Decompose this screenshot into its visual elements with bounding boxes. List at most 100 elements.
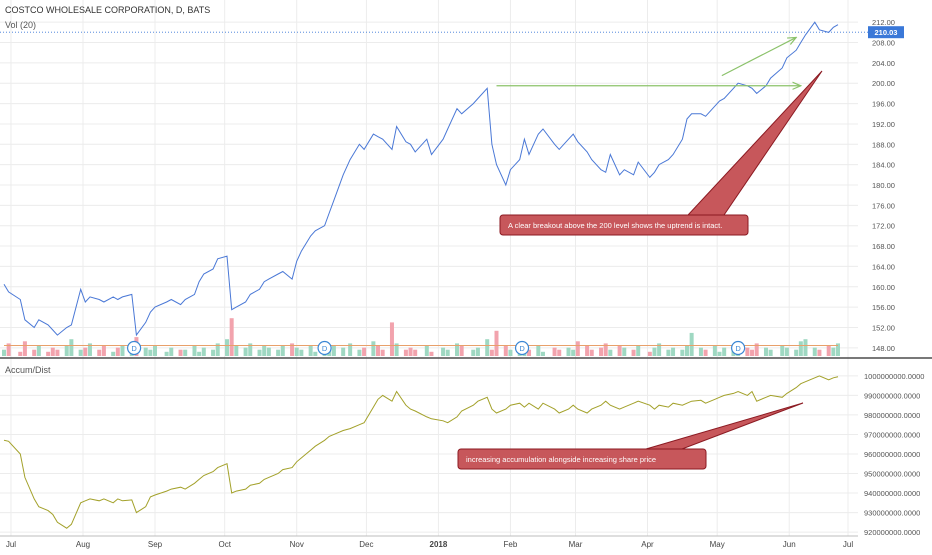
- price-line: [3, 21, 839, 337]
- dividend-marker[interactable]: D: [731, 340, 746, 356]
- volume-bar: [148, 349, 153, 356]
- volume-bar: [115, 347, 120, 356]
- volume-bar: [698, 347, 703, 356]
- price-axis-tick-label: 160.00: [872, 283, 895, 292]
- time-axis-tick-label: Jun: [783, 540, 796, 549]
- volume-bar: [603, 343, 608, 356]
- ad-axis-tick-label: 940000000.0000: [864, 489, 920, 498]
- price-callout-text: A clear breakout above the 200 level sho…: [508, 221, 722, 230]
- dividend-marker[interactable]: D: [317, 340, 332, 356]
- dividend-marker[interactable]: D: [514, 340, 530, 356]
- indicator-label: Accum/Dist: [5, 365, 51, 375]
- volume-bar: [671, 347, 676, 356]
- volume-bar: [508, 349, 513, 356]
- volume-bar: [201, 347, 206, 356]
- volume-bar: [689, 332, 694, 356]
- volume-bar: [455, 343, 460, 356]
- volume-bar: [243, 347, 248, 356]
- volume-bar: [78, 349, 83, 356]
- volume-bar: [503, 345, 508, 356]
- volume-bar: [69, 339, 74, 356]
- volume-bar: [826, 345, 831, 356]
- volume-bar: [215, 343, 220, 356]
- volume-bar: [754, 343, 759, 356]
- price-axis-tick-label: 196.00: [872, 100, 895, 109]
- volume-bar: [83, 347, 88, 356]
- volume-bar: [803, 339, 808, 356]
- ad-callout[interactable]: increasing accumulation alongside increa…: [457, 402, 804, 470]
- volume-bar: [413, 349, 418, 356]
- volume-bar: [445, 349, 450, 356]
- dividend-marker-label: D: [519, 344, 525, 353]
- volume-bar: [589, 349, 594, 356]
- price-axis-tick-label: 192.00: [872, 120, 895, 129]
- volume-bar: [794, 349, 799, 356]
- volume-bar: [389, 322, 394, 356]
- volume-bar: [403, 349, 408, 356]
- time-axis-tick-label: Jul: [6, 540, 16, 549]
- ad-axis-tick-label: 960000000.0000: [864, 450, 920, 459]
- volume-bar: [459, 345, 464, 356]
- volume-bar: [22, 341, 27, 356]
- volume-bar: [647, 351, 652, 356]
- annotation-arrow: [721, 37, 796, 77]
- volume-bar: [657, 343, 662, 356]
- ad-axis-tick-label: 930000000.0000: [864, 509, 920, 518]
- volume-bar: [489, 349, 494, 356]
- dividend-marker-label: D: [735, 344, 741, 353]
- volume-bar: [153, 345, 158, 356]
- dividend-marker[interactable]: D: [126, 340, 142, 356]
- volume-bar: [608, 349, 613, 356]
- time-axis-tick-label: Apr: [641, 540, 654, 549]
- volume-bar: [290, 343, 295, 356]
- volume-bar: [666, 349, 671, 356]
- volume-bar: [566, 347, 571, 356]
- ad-axis-tick-label: 990000000.0000: [864, 391, 920, 400]
- volume-bar: [380, 349, 385, 356]
- volume-bar: [750, 349, 755, 356]
- volume-bar: [371, 341, 376, 356]
- price-axis-tick-label: 212.00: [872, 18, 895, 27]
- volume-bar: [225, 339, 230, 356]
- price-axis-tick-label: 184.00: [872, 161, 895, 170]
- volume-label: Vol (20): [5, 20, 36, 30]
- volume-bar: [712, 345, 717, 356]
- last-price-label: 210.03: [875, 28, 898, 37]
- volume-bar: [376, 345, 381, 356]
- volume-bar: [408, 347, 413, 356]
- time-axis-tick-label: Jul: [843, 540, 853, 549]
- volume-bar: [557, 349, 562, 356]
- volume-bar: [585, 345, 590, 356]
- volume-bar: [266, 347, 271, 356]
- price-callout[interactable]: A clear breakout above the 200 level sho…: [499, 70, 823, 236]
- volume-bar: [745, 347, 750, 356]
- volume-bar: [717, 351, 722, 356]
- time-axis-tick-label: May: [710, 540, 725, 549]
- volume-bar: [32, 349, 37, 356]
- volume-bar: [599, 347, 604, 356]
- volume-bar: [101, 345, 106, 356]
- volume-bar: [763, 347, 768, 356]
- volume-bar: [362, 347, 367, 356]
- volume-bar: [6, 343, 11, 356]
- volume-bar: [394, 343, 399, 356]
- time-axis-tick-label: Dec: [359, 540, 373, 549]
- volume-bar: [257, 349, 262, 356]
- price-axis-tick-label: 148.00: [872, 344, 895, 353]
- price-axis-tick-label: 200.00: [872, 79, 895, 88]
- volume-bar: [836, 343, 840, 356]
- volume-bar: [183, 349, 188, 356]
- ad-axis-tick-label: 920000000.0000: [864, 528, 920, 537]
- time-axis-tick-label: Feb: [504, 540, 518, 549]
- volume-bar: [197, 351, 202, 356]
- volume-bar: [429, 351, 434, 356]
- dividend-marker-label: D: [131, 344, 137, 353]
- price-axis-tick-label: 176.00: [872, 201, 895, 210]
- price-axis-tick-label: 180.00: [872, 181, 895, 190]
- volume-bar: [471, 349, 476, 356]
- ad-axis-tick-label: 1000000000.0000: [864, 372, 924, 381]
- price-axis-tick-label: 164.00: [872, 262, 895, 271]
- volume-bar: [87, 343, 92, 356]
